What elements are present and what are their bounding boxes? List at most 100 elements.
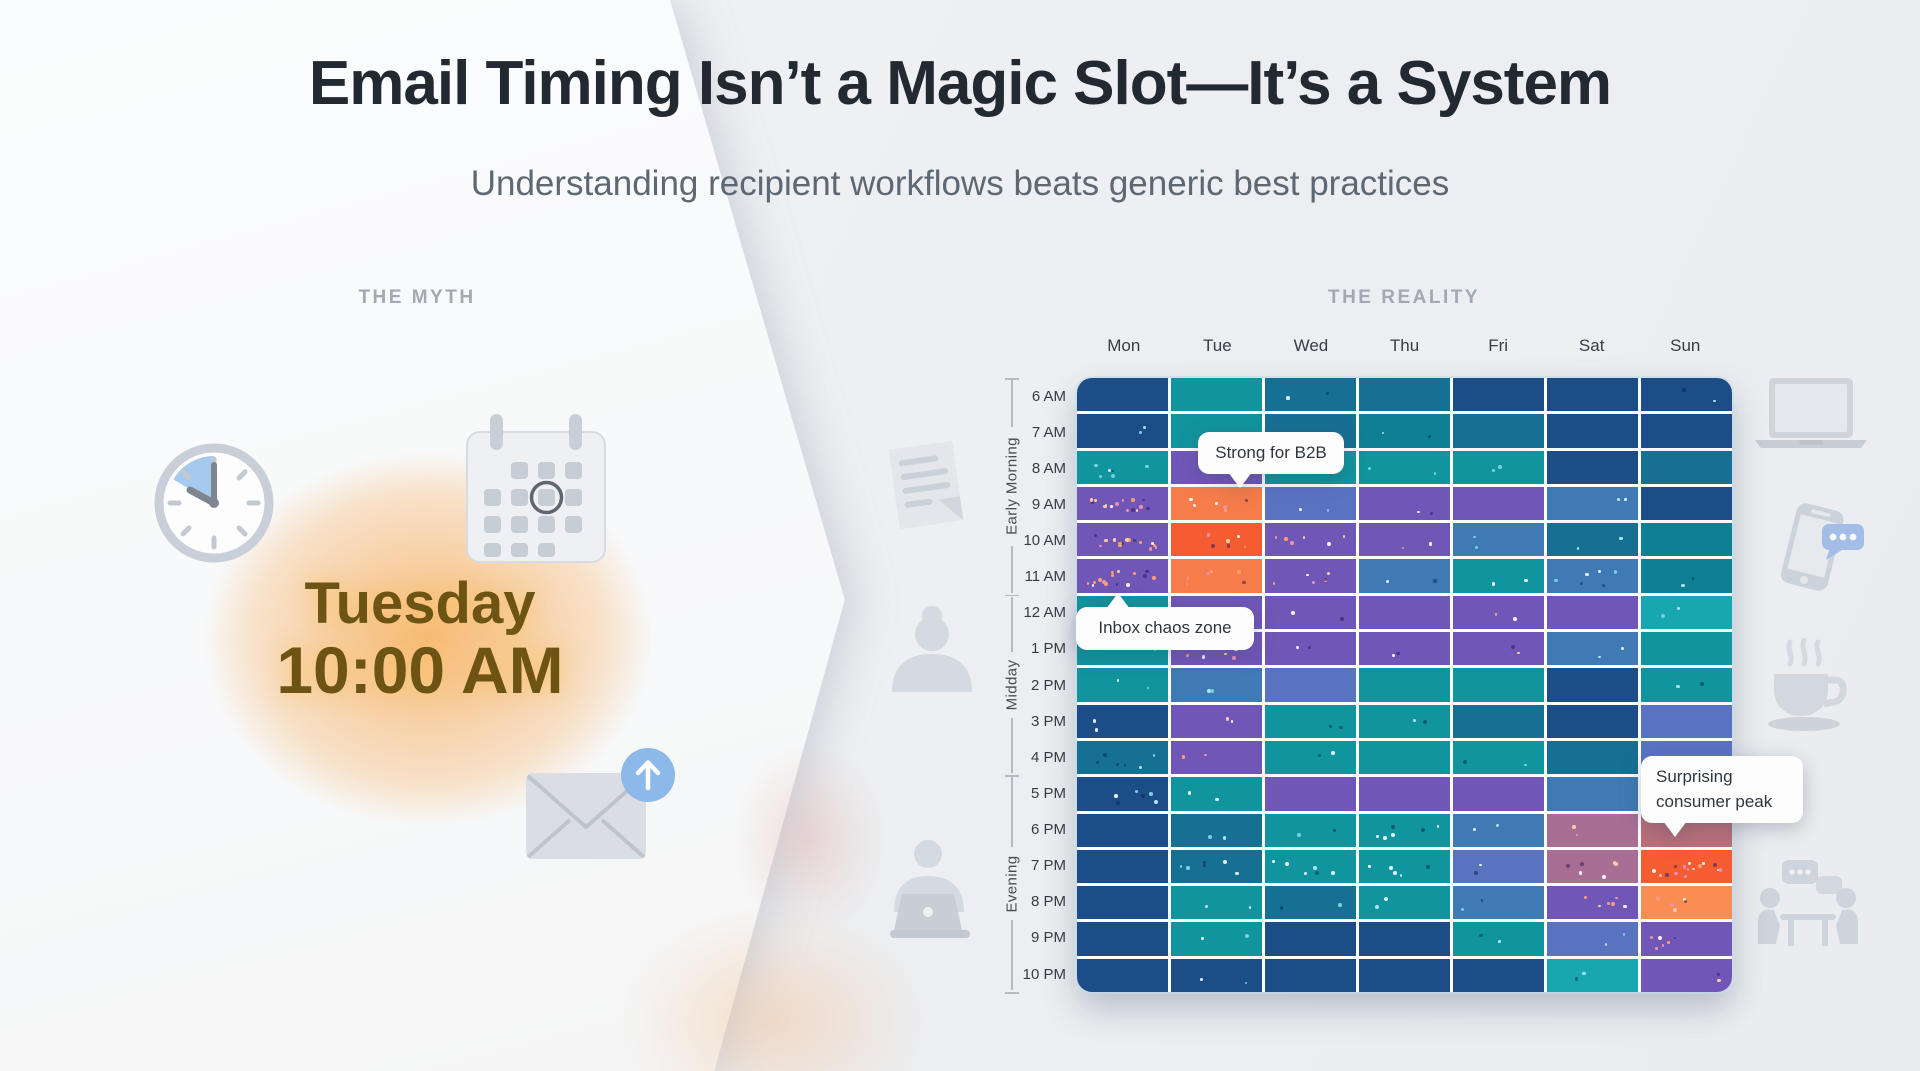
heatmap-cell (1359, 958, 1450, 992)
speckle-dot (1111, 571, 1115, 575)
heatmap-cell (1547, 559, 1638, 593)
speckle-dot (1698, 864, 1702, 869)
speckle-dot (1089, 498, 1094, 503)
speckle-dot (1474, 546, 1478, 550)
speckle-dot (1376, 835, 1380, 839)
heatmap-cell (1641, 886, 1732, 920)
speckle-dot (1478, 933, 1483, 938)
speckle-dot (1296, 832, 1301, 837)
hour-label: 9 AM (1031, 495, 1066, 513)
heatmap-cell (1077, 704, 1168, 738)
speckle-dot (1579, 582, 1583, 586)
speckle-dot (1207, 835, 1212, 840)
speckle-dot (1332, 829, 1337, 833)
heatmap-cell (1077, 378, 1168, 412)
heatmap-cell (1265, 595, 1356, 630)
speckle-dot (1284, 537, 1289, 542)
speckle-dot (1524, 763, 1527, 767)
heatmap-cell (1077, 849, 1168, 884)
speckle-dot (1597, 655, 1601, 659)
speckle-dot (1574, 977, 1579, 981)
speckle-dot (1664, 872, 1669, 877)
speckle-dot (1132, 572, 1136, 576)
heatmap-cell (1547, 414, 1638, 448)
heatmap-cell (1641, 523, 1732, 557)
speckle-dot (1094, 728, 1098, 732)
myth-day-text: Tuesday (304, 571, 536, 636)
speckle-dot (1272, 860, 1276, 864)
speckle-dot (1092, 580, 1096, 584)
speckle-dot (1303, 871, 1307, 875)
speckle-dot (1612, 861, 1617, 866)
speckle-dot (1206, 689, 1211, 693)
speckle-dot (1201, 655, 1205, 659)
speckle-dot (1428, 542, 1433, 546)
heatmap-cell (1641, 632, 1732, 666)
heatmap-cell (1265, 704, 1356, 738)
heatmap-cell (1171, 740, 1262, 775)
speckle-dot (1299, 507, 1303, 511)
heatmap-cell (1547, 632, 1638, 666)
speckle-dot (1343, 535, 1346, 538)
clock-icon (152, 441, 276, 565)
speckle-dot (1103, 753, 1108, 757)
heatmap-cell (1359, 668, 1450, 702)
myth-time-text: 10:00 AM (276, 633, 564, 707)
heatmap-cell (1077, 486, 1168, 521)
speckle-dot (1330, 870, 1335, 875)
speckle-dot (1367, 466, 1372, 470)
speckle-dot (1204, 904, 1208, 908)
speckle-dot (1115, 583, 1119, 586)
hour-label: 3 PM (1030, 712, 1066, 730)
heatmap-cell (1265, 523, 1356, 557)
heatmap-cell (1359, 632, 1450, 666)
axis-tick (1005, 594, 1019, 597)
envelope-icon (526, 773, 646, 859)
heatmap-cell (1265, 740, 1356, 775)
heatmap-cell (1171, 777, 1262, 811)
heatmap-hour-labels: 6 AM 7 AM 8 AM 9 AM 10 AM 11 AM 12 AM 1 PM 2 PM 3… (1016, 378, 1066, 992)
speckle-dot (1111, 469, 1114, 473)
heatmap-cell (1547, 777, 1638, 811)
speckle-dot (1204, 753, 1208, 757)
heatmap-cell (1453, 632, 1544, 666)
axis-line (1011, 717, 1013, 774)
speckle-dot (1102, 504, 1107, 509)
heatmap-cell (1641, 668, 1732, 702)
speckle-dot (1326, 392, 1329, 395)
speckle-dot (1401, 546, 1405, 550)
heatmap-cell (1547, 668, 1638, 702)
heatmap-cell (1171, 378, 1262, 412)
speckle-dot (1146, 506, 1150, 511)
hour-label: 7 PM (1030, 857, 1066, 875)
speckle-dot (1206, 571, 1210, 575)
speckle-dot (1583, 896, 1587, 900)
speckle-dot (1428, 434, 1432, 439)
speckle-dot (1244, 933, 1250, 938)
laptop-icon (1755, 378, 1867, 452)
hour-label: 9 PM (1030, 929, 1066, 947)
heatmap-cell (1359, 813, 1450, 847)
speckle-dot (1383, 836, 1387, 840)
speckle-dot (1123, 764, 1127, 768)
speckle-dot (1110, 505, 1113, 508)
heatmap-cell (1453, 450, 1544, 484)
speckle-dot (1412, 719, 1416, 723)
speckle-dot (1433, 472, 1437, 475)
heatmap-cell (1359, 523, 1450, 557)
speckle-dot (1114, 501, 1119, 506)
speckle-dot (1237, 535, 1240, 538)
heatmap-cell (1171, 886, 1262, 920)
speckle-dot (1096, 760, 1100, 764)
speckle-dot (1498, 465, 1502, 469)
speckle-dot (1094, 498, 1097, 502)
speckle-dot (1687, 861, 1692, 866)
speckle-dot (1491, 469, 1495, 472)
speckle-dot (1104, 538, 1108, 543)
speckle-dot (1601, 584, 1606, 588)
speckle-dot (1716, 973, 1720, 977)
speckle-dot (1181, 755, 1185, 759)
speckle-dot (1193, 503, 1197, 507)
callout-text: Inbox chaos zone (1076, 607, 1254, 650)
speckle-dot (1151, 542, 1155, 546)
